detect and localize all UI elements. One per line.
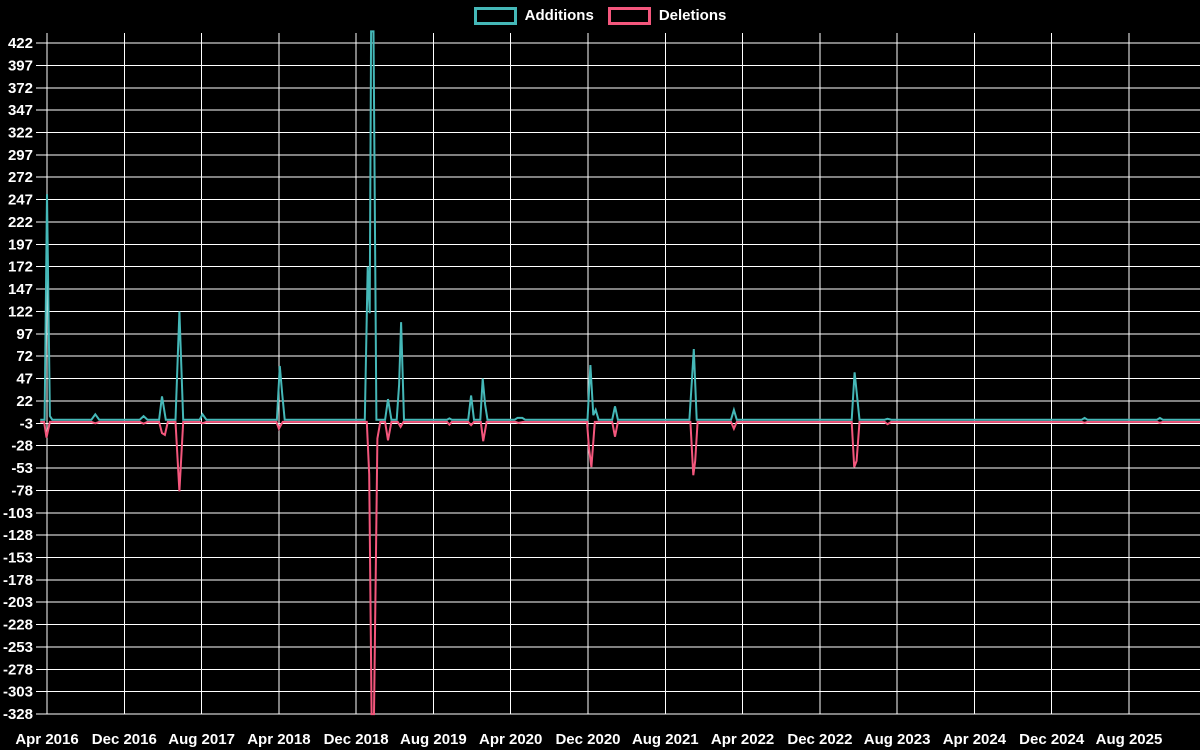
y-axis-tick-label: 297: [8, 147, 33, 164]
y-axis-tick-label: 47: [16, 371, 33, 388]
deletions-series-line: [40, 420, 1200, 716]
y-axis-tick-label: -203: [3, 594, 33, 611]
y-axis-tick-label: 247: [8, 192, 33, 209]
x-axis-tick-label: Aug 2017: [168, 731, 235, 748]
legend-label-deletions: Deletions: [658, 7, 727, 24]
x-axis-tick-label: Apr 2020: [479, 731, 542, 748]
x-axis-tick-label: Apr 2024: [943, 731, 1007, 748]
x-axis-tick-label: Apr 2022: [711, 731, 774, 748]
x-axis-tick-label: Apr 2018: [247, 731, 310, 748]
y-axis-tick-label: -303: [3, 684, 33, 701]
y-axis-tick-label: 372: [8, 80, 33, 97]
x-axis-tick-label: Aug 2019: [400, 731, 467, 748]
additions-series-line: [40, 30, 1200, 421]
legend-item-additions[interactable]: Additions: [473, 7, 594, 25]
y-axis-tick-label: -128: [3, 527, 33, 544]
x-axis-tick-label: Aug 2025: [1096, 731, 1163, 748]
y-axis-tick-label: 222: [8, 214, 33, 231]
y-axis-tick-label: 172: [8, 259, 33, 276]
y-axis-tick-label: -278: [3, 661, 33, 678]
y-axis-tick-label: 397: [8, 57, 33, 74]
chart-legend: Additions Deletions: [0, 7, 1200, 25]
additions-swatch-icon: [473, 7, 517, 25]
y-axis-tick-label: 422: [8, 35, 33, 52]
y-axis-tick-label: -178: [3, 572, 33, 589]
legend-label-additions: Additions: [524, 7, 594, 24]
x-axis-tick-label: Dec 2020: [555, 731, 620, 748]
y-axis-tick-label: 72: [16, 348, 33, 365]
y-axis-tick-label: 22: [16, 393, 33, 410]
y-axis-tick-label: -228: [3, 617, 33, 634]
y-axis-tick-label: -153: [3, 550, 33, 567]
x-axis-tick-label: Dec 2022: [787, 731, 852, 748]
x-axis-tick-label: Dec 2016: [92, 731, 157, 748]
x-axis-tick-label: Dec 2024: [1019, 731, 1085, 748]
y-axis-tick-label: -53: [11, 460, 33, 477]
x-axis-tick-label: Dec 2018: [324, 731, 389, 748]
y-axis-tick-label: 197: [8, 236, 33, 253]
y-axis-tick-label: 147: [8, 281, 33, 298]
y-axis-tick-label: -78: [11, 482, 33, 499]
y-axis-tick-label: -3: [20, 415, 33, 432]
y-axis-tick-label: -328: [3, 706, 33, 723]
legend-item-deletions[interactable]: Deletions: [607, 7, 727, 25]
x-axis-tick-label: Aug 2023: [864, 731, 931, 748]
y-axis-tick-label: 122: [8, 304, 33, 321]
y-axis-tick-label: 272: [8, 169, 33, 186]
x-axis-tick-label: Apr 2016: [15, 731, 78, 748]
y-axis-tick-label: 97: [16, 326, 33, 343]
y-axis-tick-label: -28: [11, 438, 33, 455]
x-axis-tick-label: Aug 2021: [632, 731, 699, 748]
deletions-swatch-icon: [607, 7, 651, 25]
y-axis-tick-label: -103: [3, 505, 33, 522]
y-axis-tick-label: 347: [8, 102, 33, 119]
y-axis-tick-label: 322: [8, 125, 33, 142]
y-axis-tick-label: -253: [3, 639, 33, 656]
